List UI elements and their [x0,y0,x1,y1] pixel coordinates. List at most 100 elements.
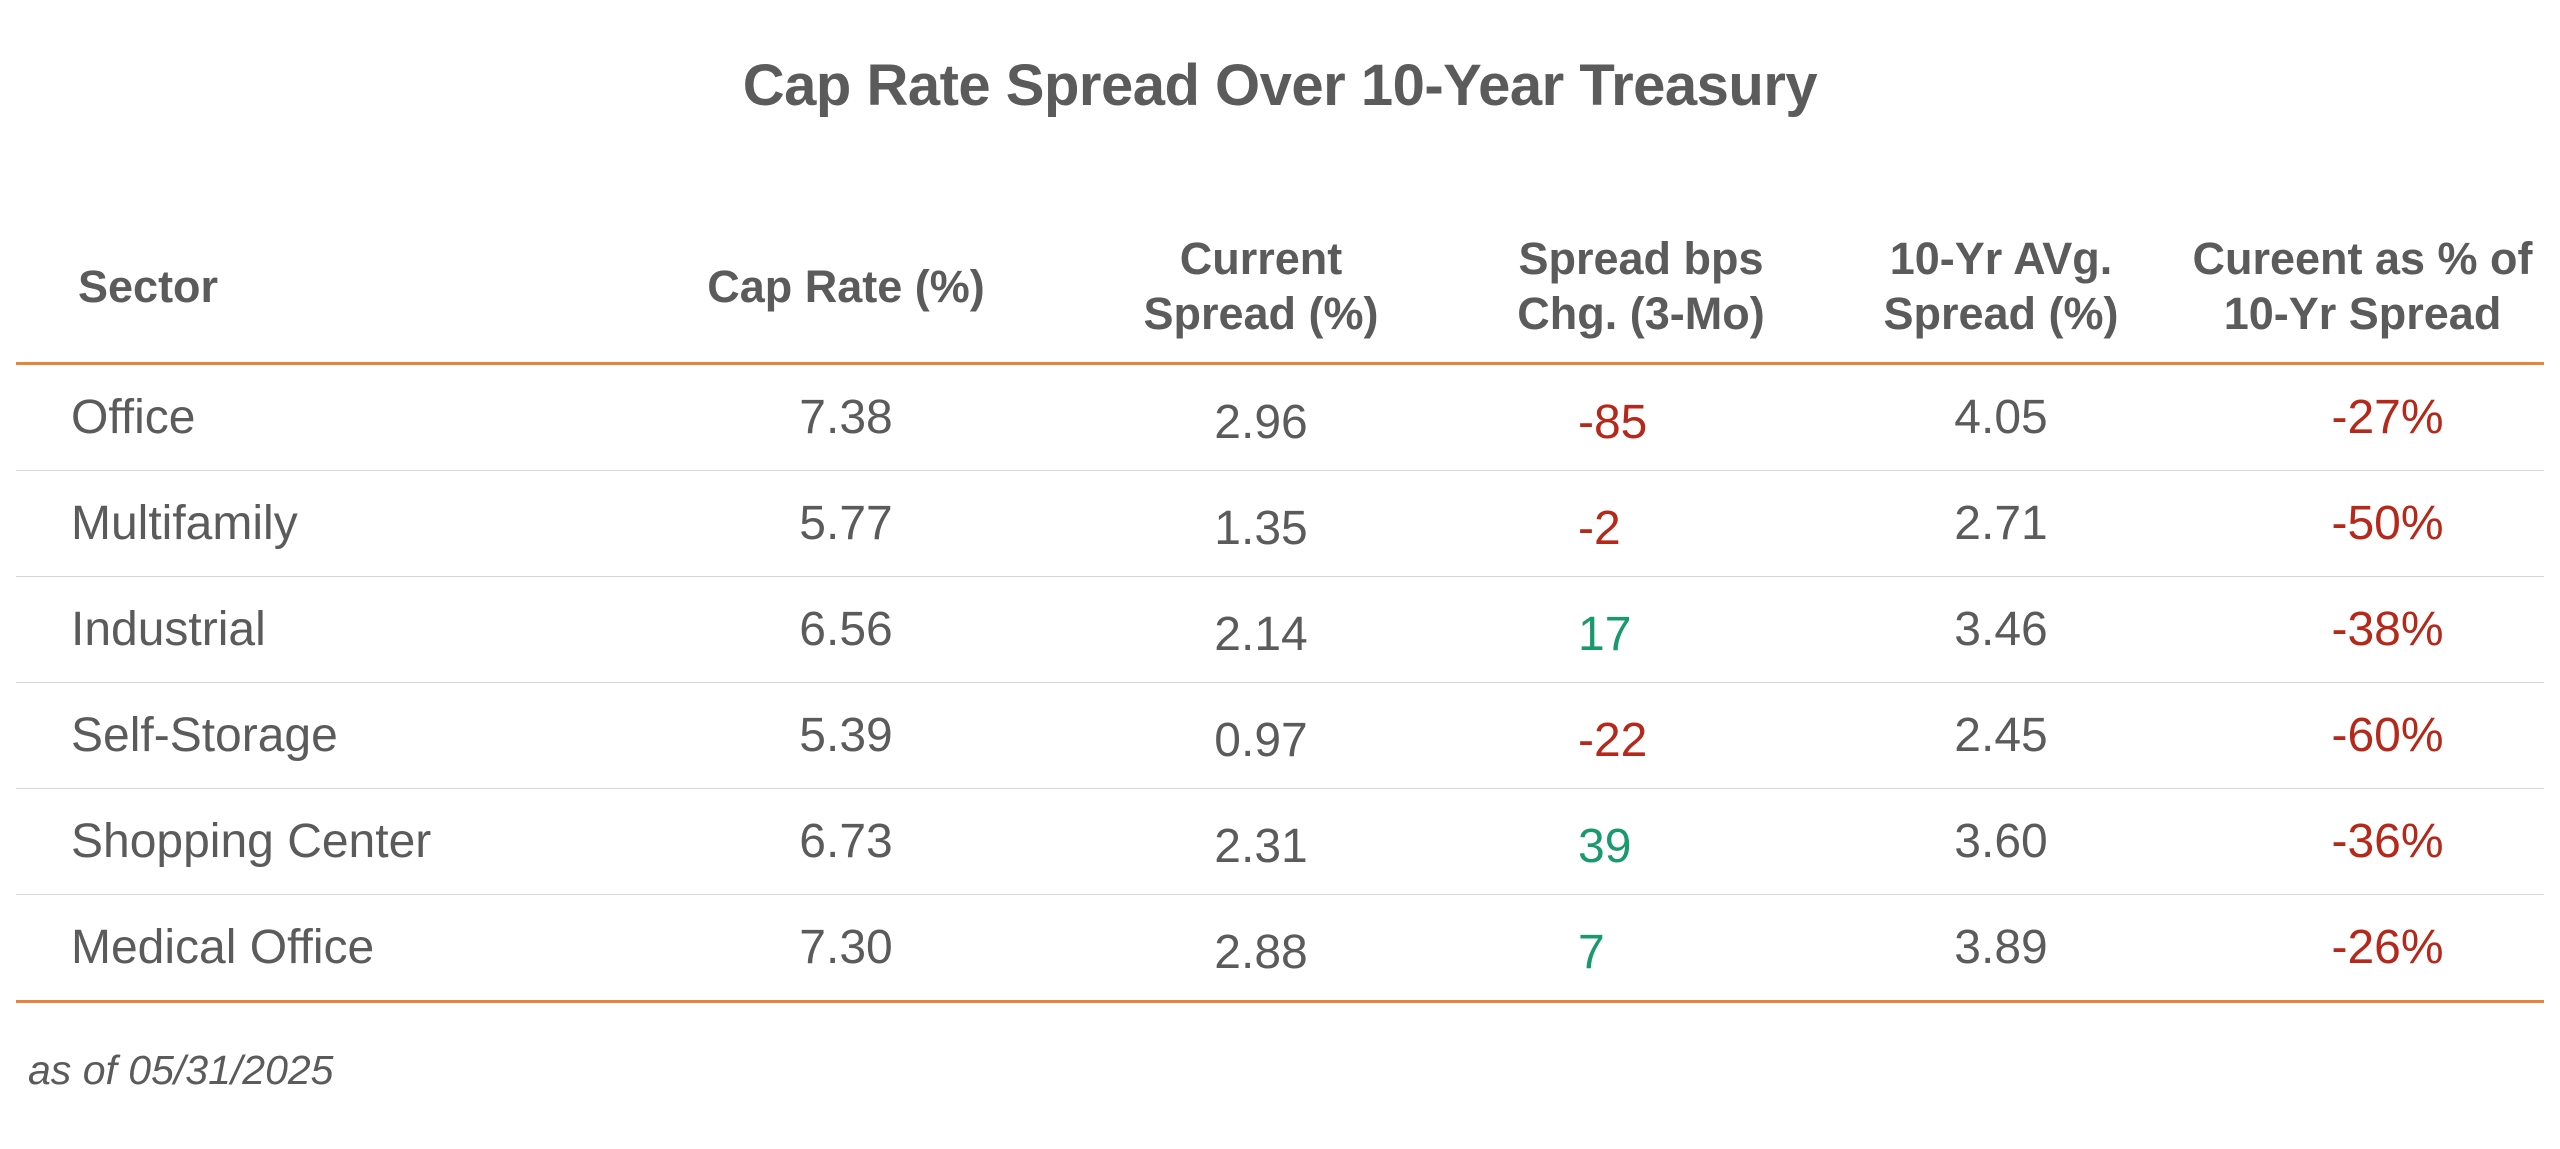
header-line: Current [1179,233,1343,284]
cell-bps-chg-value: -2 [1578,502,1621,555]
header-line: Cureent as % of [2192,233,2533,284]
cell-bps-chg-value: 7 [1578,926,1605,979]
cell-sector-value: Medical Office [71,921,375,974]
cell-sector-value: Office [71,391,196,444]
header-sector: Sector [16,210,631,365]
cell-bps-chg-value: -22 [1578,714,1648,767]
cell-cap-rate: 5.77 [631,470,1061,577]
cell-bps-chg-value: 17 [1578,608,1632,661]
cap-rate-table: Sector Cap Rate (%) Current Spread (%) Sprea… [16,210,2544,1003]
cell-current-spread: 0.97 [1061,682,1461,789]
footnote: as of 05/31/2025 [28,1047,334,1093]
header-cap-rate: Cap Rate (%) [631,210,1061,365]
cell-sector: Medical Office [16,894,631,1003]
cell-current-spread: 2.14 [1061,576,1461,683]
table-row: Shopping Center 6.73 2.31 39 3.60 -36% [16,788,2544,895]
cell-cap-rate-value: 6.73 [799,815,893,868]
cell-cap-rate: 6.73 [631,788,1061,895]
cell-pct-of-avg: -60% [2181,682,2544,789]
cell-sector: Multifamily [16,470,631,577]
cell-avg-spread-value: 3.60 [1954,815,2048,868]
cell-pct-of-avg: -36% [2181,788,2544,895]
header-line: Cap Rate (%) [707,260,985,312]
cell-pct-of-avg: -50% [2181,470,2544,577]
table-row: Industrial 6.56 2.14 17 3.46 -38% [16,576,2544,683]
cell-bps-chg: 39 [1461,788,1821,895]
cell-bps-chg: 17 [1461,576,1821,683]
table-body: Office 7.38 2.96 -85 4.05 -27% Multifamily 5.77… [16,363,2544,1003]
cell-pct-of-avg-value: -26% [2331,921,2444,974]
table-header: Sector Cap Rate (%) Current Spread (%) Sprea… [16,210,2544,365]
cell-avg-spread-value: 2.45 [1954,709,2048,762]
cell-bps-chg-value: 39 [1578,820,1632,873]
cell-avg-spread-value: 4.05 [1954,391,2048,444]
cell-cap-rate-value: 6.56 [799,603,893,656]
cell-avg-spread: 2.71 [1821,470,2181,577]
cell-sector: Industrial [16,576,631,683]
cell-bps-chg: -22 [1461,682,1821,789]
table-row: Medical Office 7.30 2.88 7 3.89 -26% [16,894,2544,1003]
cell-current-spread: 2.96 [1061,363,1461,471]
header-line: Spread (%) [1883,288,2119,339]
table-row: Self-Storage 5.39 0.97 -22 2.45 -60% [16,682,2544,789]
cell-sector-value: Multifamily [71,497,298,550]
header-10yr-avg-spread: 10-Yr AVg. Spread (%) [1821,210,2181,365]
cell-pct-of-avg-value: -36% [2331,815,2444,868]
cell-avg-spread-value: 2.71 [1954,497,2048,550]
cell-sector: Shopping Center [16,788,631,895]
cell-cap-rate: 5.39 [631,682,1061,789]
cell-sector: Self-Storage [16,682,631,789]
cell-avg-spread: 4.05 [1821,363,2181,471]
cell-avg-spread-value: 3.46 [1954,603,2048,656]
cell-pct-of-avg: -26% [2181,894,2544,1003]
cell-pct-of-avg-value: -38% [2331,603,2444,656]
cell-bps-chg-value: -85 [1578,396,1648,449]
cell-cap-rate-value: 7.38 [799,391,893,444]
cell-current-spread-value: 2.88 [1214,926,1308,979]
cell-avg-spread: 3.46 [1821,576,2181,683]
cell-avg-spread: 3.89 [1821,894,2181,1003]
header-line: Chg. (3-Mo) [1517,288,1765,339]
cell-current-spread-value: 1.35 [1214,502,1308,555]
cell-avg-spread: 3.60 [1821,788,2181,895]
cell-current-spread: 2.31 [1061,788,1461,895]
cell-current-spread-value: 0.97 [1214,714,1308,767]
cell-cap-rate: 7.30 [631,894,1061,1003]
header-line: Spread bps [1518,233,1764,284]
header-line: Spread (%) [1143,288,1379,339]
cell-cap-rate: 7.38 [631,363,1061,471]
header-line: Sector [78,260,219,312]
cell-avg-spread-value: 3.89 [1954,921,2048,974]
cell-current-spread-value: 2.96 [1214,396,1308,449]
cell-cap-rate-value: 5.39 [799,709,893,762]
cell-bps-chg: 7 [1461,894,1821,1003]
cell-current-spread: 1.35 [1061,470,1461,577]
cell-bps-chg: -2 [1461,470,1821,577]
cell-current-spread: 2.88 [1061,894,1461,1003]
header-current-pct-of-avg: Cureent as % of 10-Yr Spread [2181,210,2544,365]
cell-sector: Office [16,363,631,471]
cell-cap-rate: 6.56 [631,576,1061,683]
cell-pct-of-avg: -27% [2181,363,2544,471]
cell-pct-of-avg-value: -50% [2331,497,2444,550]
header-spread-bps-chg: Spread bps Chg. (3-Mo) [1461,210,1821,365]
cell-cap-rate-value: 7.30 [799,921,893,974]
header-line: 10-Yr AVg. [1889,233,2113,284]
header-current-spread: Current Spread (%) [1061,210,1461,365]
cell-cap-rate-value: 5.77 [799,497,893,550]
cell-sector-value: Industrial [71,603,266,656]
cell-bps-chg: -85 [1461,363,1821,471]
cell-pct-of-avg-value: -27% [2331,391,2444,444]
cell-avg-spread: 2.45 [1821,682,2181,789]
header-line: 10-Yr Spread [2223,288,2502,339]
chart-title: Cap Rate Spread Over 10-Year Treasury [742,53,1818,118]
cell-current-spread-value: 2.14 [1214,608,1308,661]
cell-sector-value: Self-Storage [71,709,338,762]
cell-pct-of-avg-value: -60% [2331,709,2444,762]
cell-pct-of-avg: -38% [2181,576,2544,683]
cell-sector-value: Shopping Center [71,815,432,868]
header-row: Sector Cap Rate (%) Current Spread (%) Sprea… [16,210,2544,365]
cell-current-spread-value: 2.31 [1214,820,1308,873]
table-row: Office 7.38 2.96 -85 4.05 -27% [16,363,2544,471]
table-row: Multifamily 5.77 1.35 -2 2.71 -50% [16,470,2544,577]
